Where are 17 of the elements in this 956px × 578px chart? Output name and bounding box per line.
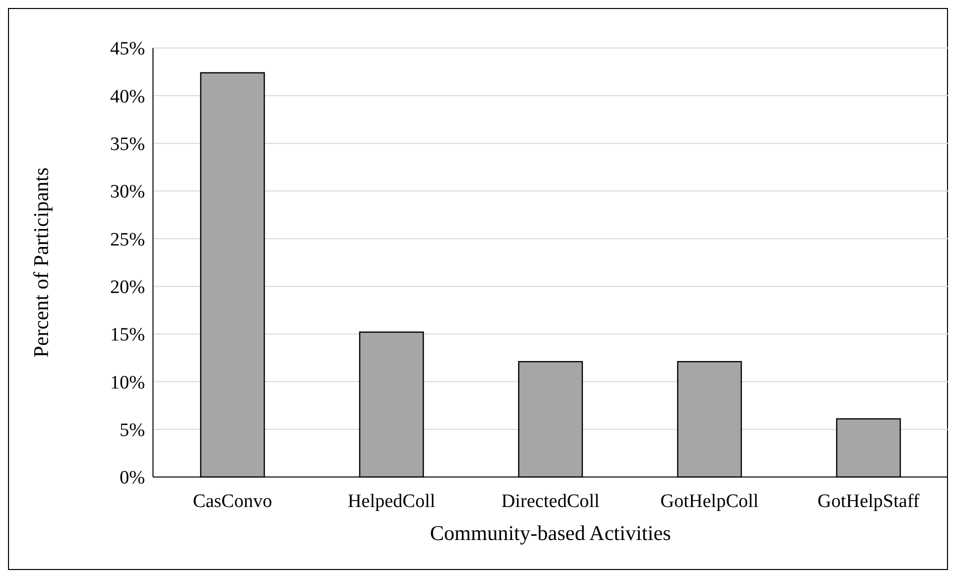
y-tick-label: 40%: [110, 86, 146, 108]
x-axis-title: Community-based Activities: [430, 521, 671, 545]
y-tick-label: 10%: [110, 372, 146, 394]
x-tick-label: CasConvo: [192, 491, 272, 512]
y-axis-title: Percent of Participants: [29, 167, 53, 358]
y-tick-label: 35%: [110, 134, 146, 155]
x-tick-label: HelpedColl: [348, 491, 436, 512]
x-tick-label: GotHelpColl: [660, 491, 759, 512]
y-tick-label: 45%: [110, 38, 146, 60]
y-tick-label: 25%: [110, 229, 146, 250]
y-tick-label: 15%: [110, 324, 146, 346]
y-tick-label: 20%: [110, 276, 146, 298]
x-tick-label: DirectedColl: [501, 491, 600, 512]
y-tick-label: 0%: [120, 468, 146, 489]
y-tick-label: 5%: [120, 420, 146, 441]
y-tick-label: 30%: [110, 182, 146, 203]
x-tick-label: GotHelpStaff: [817, 491, 920, 512]
